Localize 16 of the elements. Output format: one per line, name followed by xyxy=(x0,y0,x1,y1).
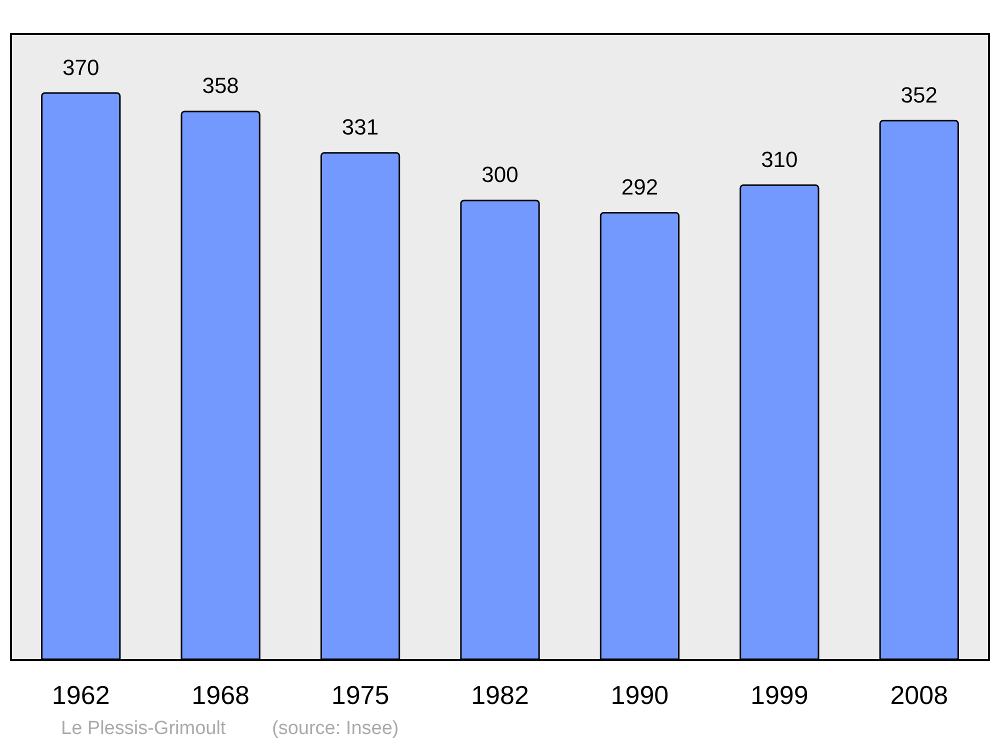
data-label: 310 xyxy=(761,146,798,172)
x-tick-label: 1982 xyxy=(471,680,529,710)
x-tick-label: 1990 xyxy=(610,680,669,710)
data-label: 352 xyxy=(900,82,938,108)
data-label: 292 xyxy=(621,174,658,200)
data-label: 300 xyxy=(482,162,518,188)
text: Le Plessis-Grimoult xyxy=(61,718,226,739)
x-tick-label: 1975 xyxy=(331,680,390,710)
x-tick-label: 1999 xyxy=(750,680,808,710)
data-label: 358 xyxy=(202,73,239,98)
data-label: 370 xyxy=(62,54,100,80)
x-tick-label: 1962 xyxy=(52,680,110,710)
x-tick-label: 1968 xyxy=(192,680,250,710)
data-label: 331 xyxy=(342,114,379,140)
x-tick-label: 2008 xyxy=(890,680,948,710)
text: (source: Insee) xyxy=(272,718,399,739)
